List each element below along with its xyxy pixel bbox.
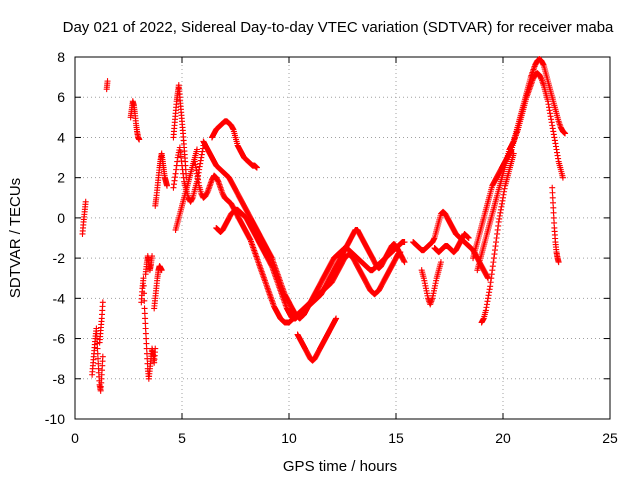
y-tick-label: -4 [53,290,66,306]
data-point [549,184,556,191]
data-point [164,182,171,189]
data-point [562,130,569,137]
series-t15 [208,118,260,171]
data-points [79,56,569,394]
data-point [141,305,148,312]
data-point [152,345,159,352]
x-tick-label: 25 [602,430,618,446]
data-point [140,275,147,282]
grid-lines [75,57,610,419]
data-point [142,325,149,332]
x-axis-label: GPS time / hours [283,458,397,475]
y-axis-label: SDTVAR / TECUs [7,178,24,298]
series-t9 [152,150,171,209]
data-point [141,310,148,317]
axis-ticks: 0 5 10 15 20 25 -10 -8 -6 -4 -2 0 2 4 6 8 [45,49,618,446]
data-point [143,340,150,347]
data-point [141,297,148,304]
data-point [94,345,101,352]
data-point [550,204,557,211]
y-tick-label: -10 [45,411,65,427]
series-t7 [142,253,156,278]
series-t12 [172,146,200,233]
x-tick-label: 20 [495,430,511,446]
data-point [193,146,200,153]
data-point [82,198,89,205]
y-tick-label: -6 [53,331,66,347]
series-t16 [213,206,408,322]
data-point [93,335,100,342]
data-point [510,150,517,157]
data-point [136,136,143,143]
data-point [142,320,149,327]
data-point [550,209,557,216]
x-tick-label: 0 [71,430,79,446]
data-point [94,350,101,357]
y-tick-label: -8 [53,371,66,387]
data-point [333,315,340,322]
data-point [550,199,557,206]
x-tick-label: 10 [281,430,297,446]
data-point [549,194,556,201]
data-point [104,78,111,85]
plot-frame [74,56,611,420]
data-point [550,214,557,221]
series-t1 [79,198,89,237]
data-point [99,299,106,306]
y-tick-label: 0 [57,210,65,226]
series-t6 [138,275,159,382]
y-tick-label: 4 [57,129,65,145]
data-point [93,325,100,332]
data-point [555,259,562,266]
data-point [253,164,260,171]
y-tick-label: -2 [53,250,66,266]
chart-title: Day 021 of 2022, Sidereal Day-to-day VTE… [63,19,614,36]
data-point [141,290,148,297]
data-point [142,315,149,322]
data-point [99,353,106,360]
series-t4 [103,78,111,93]
data-point [140,282,147,289]
series-t13 [191,158,404,326]
data-point [559,174,566,181]
data-point [551,219,558,226]
series-t17 [294,315,340,364]
series-t5 [127,98,143,143]
series-t8 [151,263,165,312]
series-t2 [89,325,106,394]
data-point [437,259,444,266]
series-t21 [470,56,569,262]
data-point [465,235,472,241]
series-t3 [96,299,106,346]
series-t20 [431,230,472,256]
data-point [158,267,165,274]
data-point [142,330,149,337]
data-point [143,345,150,352]
x-tick-label: 5 [178,430,186,446]
series-t24 [549,184,562,266]
data-point [143,335,150,342]
data-point [95,360,102,367]
y-tick-label: 8 [57,49,65,65]
series-t23 [478,150,517,326]
data-point [549,189,556,196]
data-point [401,259,408,266]
x-tick-label: 15 [388,430,404,446]
data-point [401,239,408,246]
y-tick-label: 2 [57,170,65,186]
series-t22 [474,70,566,274]
data-point [149,253,156,260]
y-tick-label: 6 [57,89,65,105]
data-point [95,355,102,362]
series-t18 [418,259,444,308]
